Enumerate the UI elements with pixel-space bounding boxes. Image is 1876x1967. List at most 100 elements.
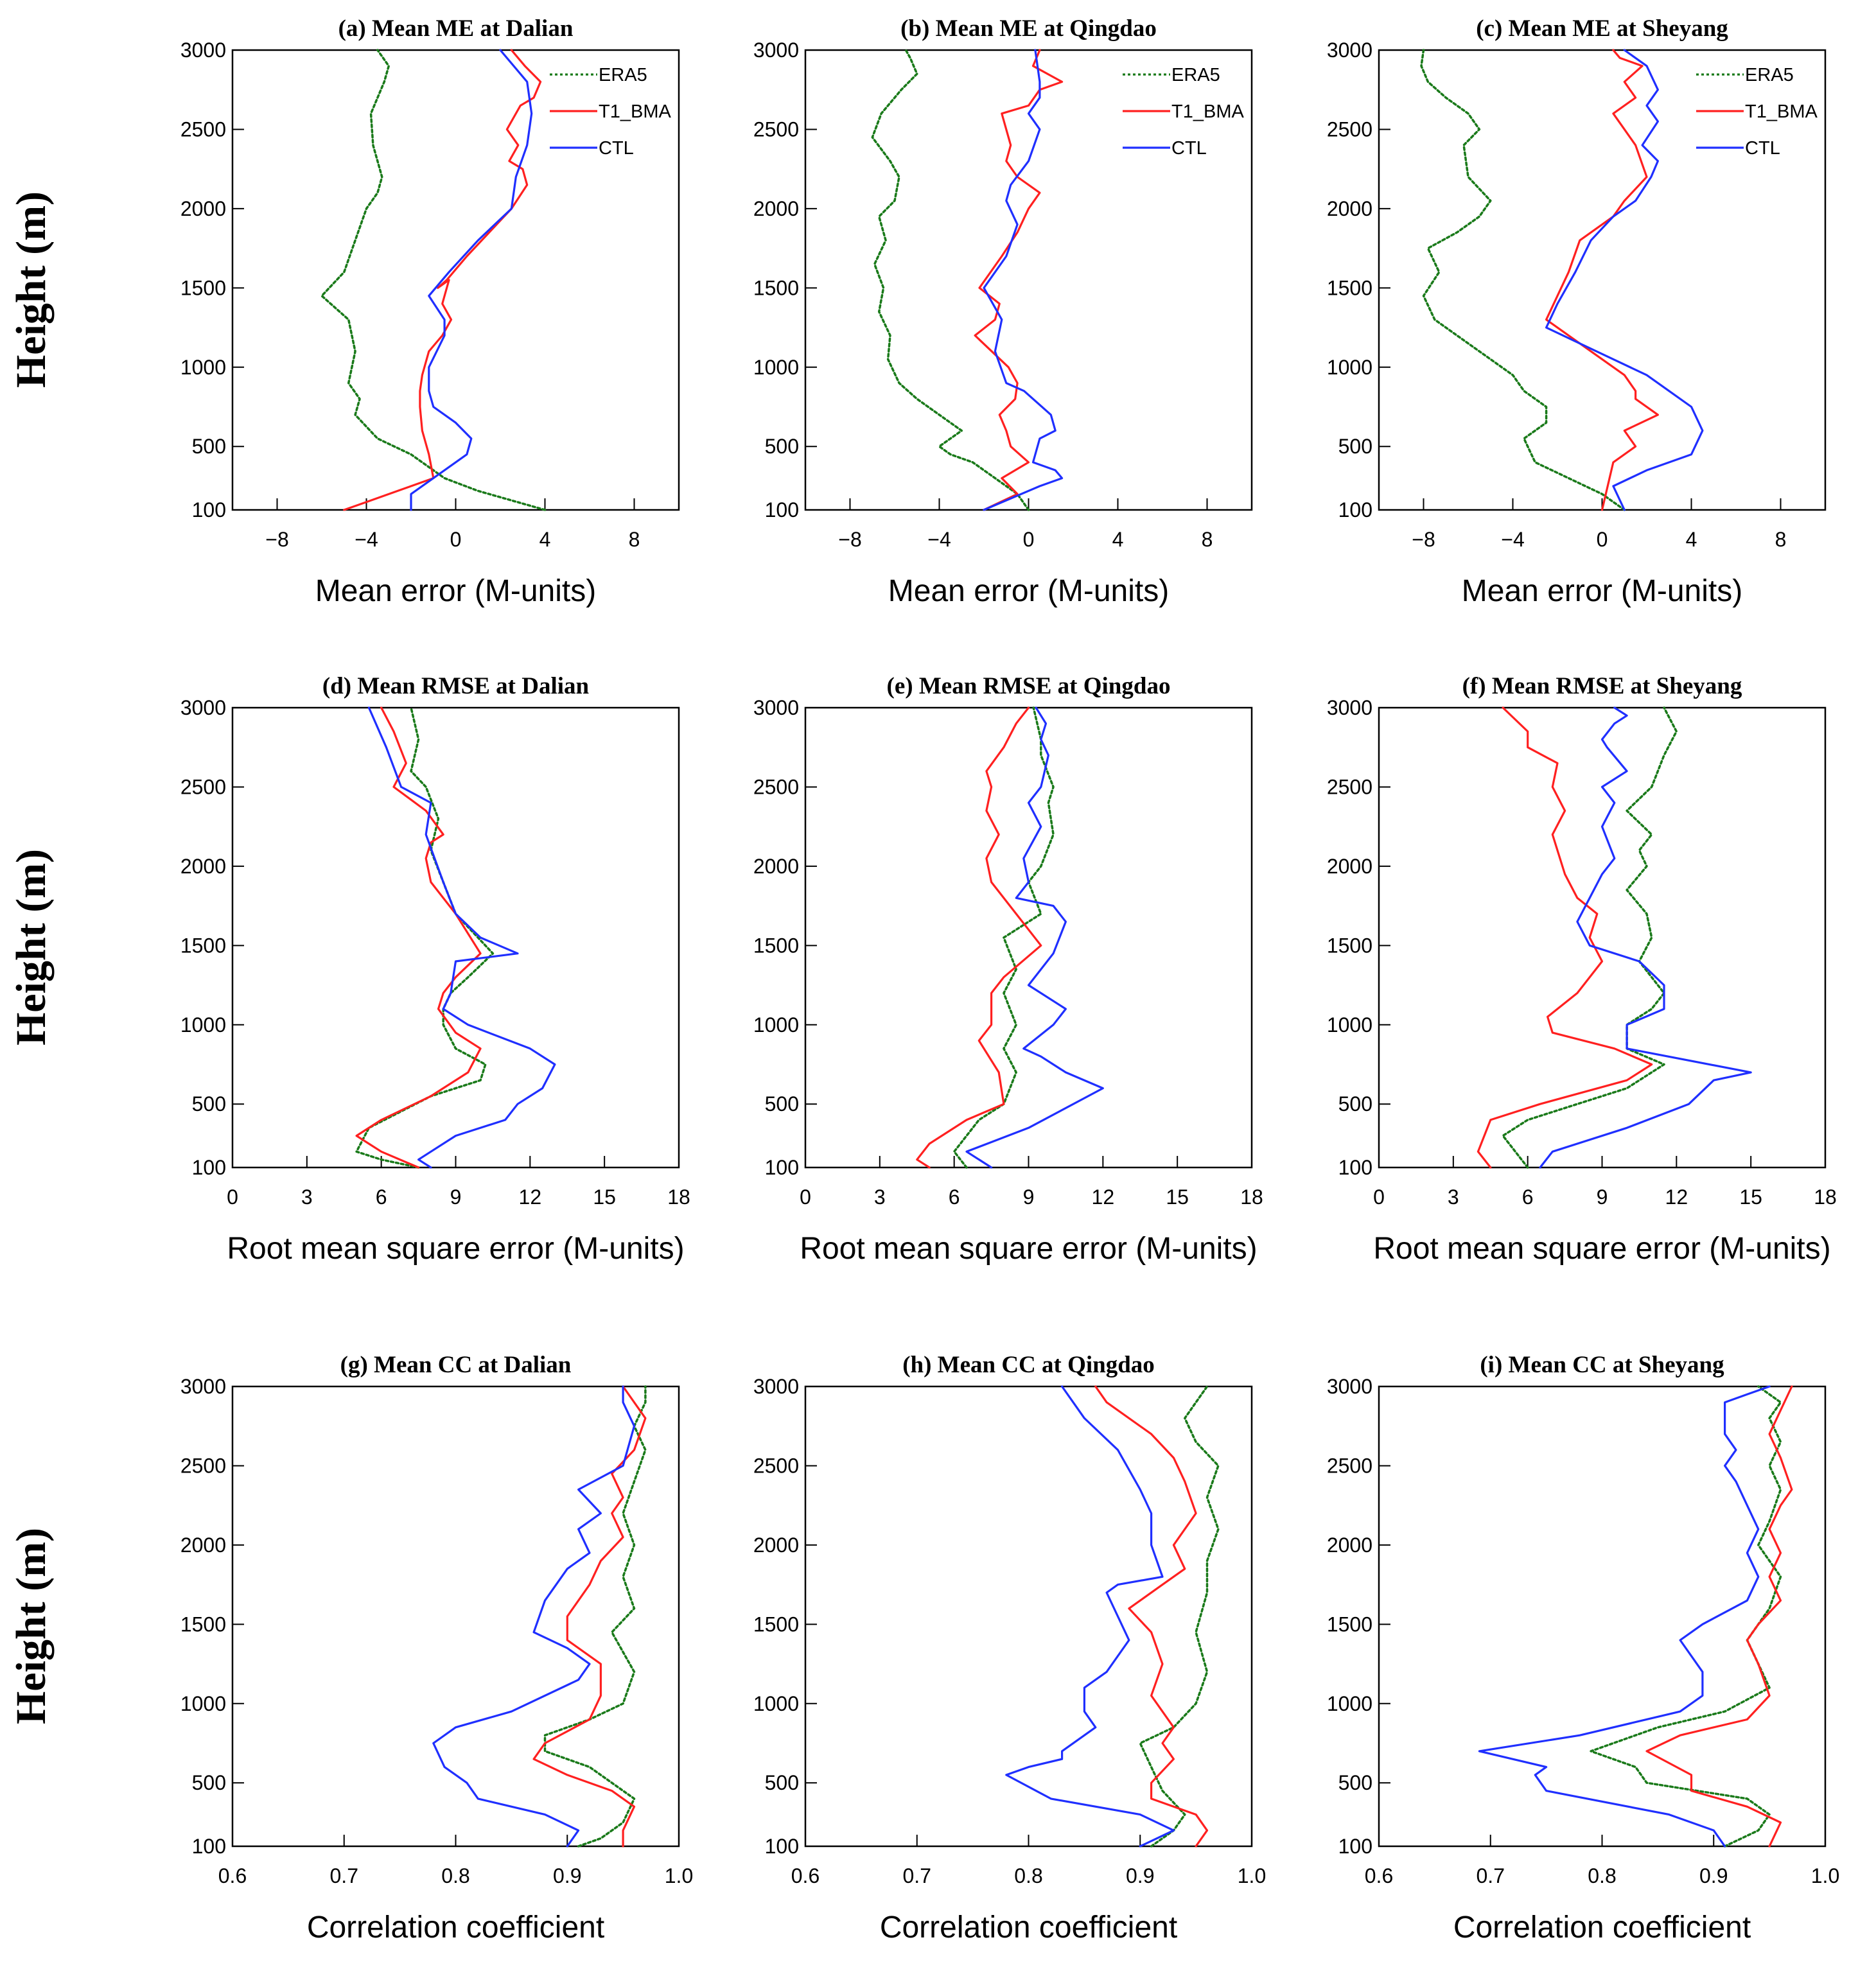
panel-a-ytick-label-1500: 1500 — [180, 276, 226, 299]
panel-g-series-t1-bma — [532, 1385, 647, 1848]
panel-i-xtick-label-4: 1.0 — [1811, 1864, 1839, 1887]
panel-e-ytick-label-1000: 1000 — [753, 1013, 799, 1036]
panel-d-xtick-label-6: 18 — [667, 1185, 690, 1209]
panel-i-title: (i) Mean CC at Sheyang — [1480, 1352, 1724, 1378]
panel-i-ytick-label-1000: 1000 — [1327, 1692, 1372, 1715]
panel-h-frame — [804, 1385, 1253, 1848]
panel-a-ytick-label-100: 100 — [192, 498, 226, 521]
panel-e-ytick-label-3000: 3000 — [753, 696, 799, 719]
panel-h-ytick-label-1500: 1500 — [753, 1613, 799, 1636]
panel-a-series-ctl — [410, 49, 533, 511]
panel-h-ytick-label-100: 100 — [765, 1835, 799, 1858]
panel-c-legend-label-era5: ERA5 — [1745, 65, 1794, 85]
panel-d-xlabel: Root mean square error (M-units) — [227, 1232, 684, 1266]
panel-b-xtick-label-4: 8 — [1202, 528, 1213, 551]
panel-e-ytick-label-100: 100 — [765, 1156, 799, 1179]
panel-f-ytick-label-1000: 1000 — [1327, 1013, 1372, 1036]
panel-i-xlabel: Correlation coefficient — [1453, 1910, 1751, 1945]
panel-g-ytick-label-100: 100 — [192, 1835, 226, 1858]
panel-e-ytick-label-500: 500 — [765, 1092, 799, 1115]
panel-c-legend-label-ctl: CTL — [1745, 138, 1780, 159]
panel-b-legend-label-era5: ERA5 — [1171, 65, 1220, 85]
panel-a-legend-label-ctl: CTL — [599, 138, 634, 159]
panel-b-series-era5 — [871, 49, 1030, 511]
panel-g-ytick-label-1500: 1500 — [180, 1613, 226, 1636]
panel-c-ytick-label-1000: 1000 — [1327, 356, 1372, 379]
panel-d-ytick-label-2000: 2000 — [180, 855, 226, 878]
panel-f-series-era5 — [1502, 706, 1678, 1169]
panel-i-xtick-label-2: 0.8 — [1588, 1864, 1616, 1887]
panel-i-ytick-label-3000: 3000 — [1327, 1375, 1372, 1398]
y-axis-label-row-1: Height (m) — [8, 191, 55, 388]
panel-f-ytick-label-2500: 2500 — [1327, 775, 1372, 798]
panel-a-series-era5 — [320, 49, 547, 511]
panel-f-xtick-label-3: 9 — [1597, 1185, 1608, 1209]
panel-c-series-ctl — [1545, 49, 1704, 511]
panel-g-ytick-label-500: 500 — [192, 1771, 226, 1794]
panel-d-ytick-label-500: 500 — [192, 1092, 226, 1115]
panel-b-ytick-label-1500: 1500 — [753, 276, 799, 299]
panel-d-xtick-label-2: 6 — [376, 1185, 387, 1209]
panel-b-legend-label-ctl: CTL — [1171, 138, 1207, 159]
panel-b-title: (b) Mean ME at Qingdao — [900, 15, 1157, 42]
panel-g-series-era5 — [543, 1385, 647, 1848]
panel-a-legend: ERA5 T1_BMA CTL — [550, 65, 671, 159]
panel-h-ytick-label-2500: 2500 — [753, 1454, 799, 1477]
panel-e-series-ctl — [965, 706, 1104, 1169]
panel-c-series-era5 — [1420, 49, 1626, 511]
panel-a-xtick-label-0: −8 — [265, 528, 288, 551]
panel-a-xlabel: Mean error (M-units) — [315, 574, 596, 608]
panel-h-xtick-label-1: 0.7 — [903, 1864, 931, 1887]
panel-g-xtick-label-2: 0.8 — [441, 1864, 469, 1887]
panel-c-legend: ERA5 T1_BMA CTL — [1696, 65, 1818, 159]
panel-c-xtick-label-4: 8 — [1775, 528, 1787, 551]
panel-a-ytick-label-500: 500 — [192, 435, 226, 458]
panel-f-series-ctl — [1539, 706, 1752, 1169]
panel-g-xtick-label-0: 0.6 — [218, 1864, 247, 1887]
panel-e-ytick-label-1500: 1500 — [753, 934, 799, 957]
panel-b-ytick-label-100: 100 — [765, 498, 799, 521]
panel-c-ytick-label-100: 100 — [1338, 498, 1372, 521]
panel-b-ytick-label-1000: 1000 — [753, 356, 799, 379]
panel-h-ytick-label-500: 500 — [765, 1771, 799, 1794]
panels-group: (a) Mean ME at Dalian1005001000150020002… — [180, 15, 1839, 1945]
panel-d-xtick-label-5: 15 — [593, 1185, 616, 1209]
panel-c-title: (c) Mean ME at Sheyang — [1476, 15, 1728, 42]
panel-c-ytick-label-2500: 2500 — [1327, 118, 1372, 141]
panel-f-xtick-label-6: 18 — [1814, 1185, 1837, 1209]
panel-d-xtick-label-3: 9 — [450, 1185, 462, 1209]
panel-d-ytick-label-1500: 1500 — [180, 934, 226, 957]
panel-i-series-ctl — [1478, 1385, 1771, 1848]
y-axis-label-row-2: Height (m) — [8, 849, 55, 1045]
panel-d-ytick-label-3000: 3000 — [180, 696, 226, 719]
panel-d-xtick-label-4: 12 — [519, 1185, 542, 1209]
panel-g-ytick-label-3000: 3000 — [180, 1375, 226, 1398]
panel-g-series-ctl — [432, 1385, 636, 1848]
panel-f-frame — [1378, 706, 1827, 1169]
panel-c-xtick-label-2: 0 — [1597, 528, 1608, 551]
panel-b-ytick-label-2500: 2500 — [753, 118, 799, 141]
panel-h-xtick-label-3: 0.9 — [1126, 1864, 1154, 1887]
panel-d-frame — [231, 706, 680, 1169]
panel-a: (a) Mean ME at Dalian 100 500 1000 1500 2000 2… — [180, 15, 680, 608]
panel-i-xtick-label-1: 0.7 — [1477, 1864, 1505, 1887]
panel-e-xtick-label-3: 9 — [1023, 1185, 1035, 1209]
row-label-2: Height (m) — [8, 849, 55, 1045]
panel-g-xtick-label-1: 0.7 — [330, 1864, 358, 1887]
panel-i-xtick-label-0: 0.6 — [1365, 1864, 1393, 1887]
panel-i-ytick-label-500: 500 — [1338, 1771, 1372, 1794]
panel-c: (c) Mean ME at Sheyang 100 500 1000 1500 2000… — [1327, 15, 1827, 608]
panel-h-ytick-label-1000: 1000 — [753, 1692, 799, 1715]
panel-h-xlabel: Correlation coefficient — [880, 1910, 1177, 1945]
panel-d-ytick-label-100: 100 — [192, 1156, 226, 1179]
panel-g: (g) Mean CC at Dalian 100 500 1000 1500 2000 2… — [180, 1352, 693, 1945]
panel-e-series-t1-bma — [916, 706, 1042, 1169]
panel-h-ytick-label-3000: 3000 — [753, 1375, 799, 1398]
panel-e-xtick-label-5: 15 — [1166, 1185, 1189, 1209]
panel-c-ytick-label-1500: 1500 — [1327, 276, 1372, 299]
panel-f-series-t1-bma — [1477, 706, 1653, 1169]
panel-a-ytick-label-3000: 3000 — [180, 39, 226, 62]
panel-c-xtick-label-3: 4 — [1686, 528, 1697, 551]
panel-g-xtick-label-4: 1.0 — [665, 1864, 693, 1887]
panel-a-legend-label-era5: ERA5 — [599, 65, 647, 85]
